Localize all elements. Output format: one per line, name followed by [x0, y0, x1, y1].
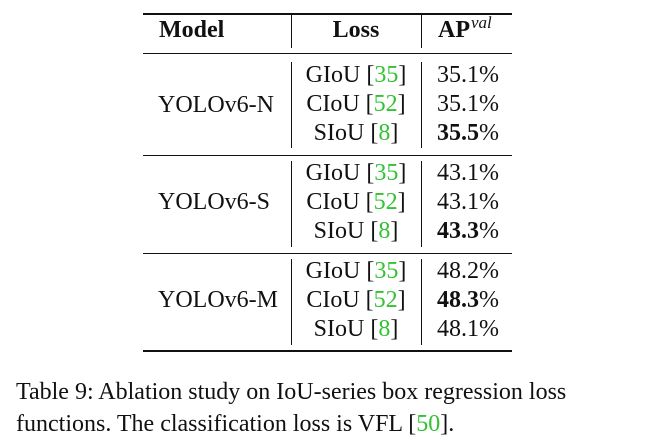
loss-name: CIoU: [306, 189, 360, 215]
caption-line-2: functions. The classification loss is VF…: [16, 411, 455, 437]
ap-percent: %: [479, 287, 499, 313]
header-loss: Loss: [332, 17, 380, 43]
loss-cell: GIoU [35]: [305, 160, 407, 186]
ap-value: 35.1: [437, 91, 479, 117]
loss-cell: SIoU [8]: [313, 120, 399, 146]
ap-cell: 35.1%: [437, 61, 499, 89]
ap-cell: 48.1%: [437, 315, 499, 343]
header-ap: APval: [438, 13, 492, 46]
caption-period: .: [448, 411, 455, 437]
loss-cell: CIoU [52]: [306, 189, 406, 215]
ap-percent: %: [479, 120, 499, 146]
ap-cell: 35.1%: [437, 90, 499, 118]
citation-link[interactable]: 8: [378, 120, 391, 146]
ap-percent: %: [479, 258, 499, 284]
loss-name: CIoU: [306, 287, 360, 313]
loss-cell: CIoU [52]: [306, 91, 406, 117]
ap-value-best: 48.3: [437, 287, 479, 313]
loss-cell: GIoU [35]: [305, 62, 407, 88]
header-column-divider: [291, 15, 292, 48]
ap-cell-best: 43.3%: [437, 217, 499, 245]
model-name: YOLOv6-M: [158, 287, 278, 313]
ap-cell: 48.2%: [437, 257, 499, 285]
loss-cell: SIoU [8]: [313, 218, 399, 244]
ap-value: 48.1: [437, 316, 479, 342]
loss-name: GIoU: [305, 62, 361, 88]
table-bottom-rule: [143, 350, 512, 352]
citation-link[interactable]: 52: [373, 189, 398, 215]
caption-line-1: Table 9: Ablation study on IoU-series bo…: [16, 379, 567, 405]
column-divider: [291, 161, 292, 247]
table-top-rule: [143, 13, 512, 15]
citation-link[interactable]: 35: [374, 160, 399, 186]
ap-percent: %: [479, 316, 499, 342]
ap-value-best: 35.5: [437, 120, 479, 146]
loss-name: SIoU: [313, 218, 365, 244]
loss-name: SIoU: [313, 316, 365, 342]
ap-percent: %: [479, 91, 499, 117]
citation-link[interactable]: 35: [374, 258, 399, 284]
header-column-divider: [421, 15, 422, 48]
group-divider-rule: [143, 253, 512, 254]
table-caption: Table 9: Ablation study on IoU-series bo…: [16, 376, 566, 440]
header-model: Model: [159, 17, 225, 43]
column-divider: [421, 161, 422, 247]
ap-value-best: 43.3: [437, 218, 479, 244]
loss-name: CIoU: [306, 91, 360, 117]
loss-cell: CIoU [52]: [306, 287, 406, 313]
citation-link[interactable]: 50: [416, 411, 441, 437]
model-name: YOLOv6-N: [158, 92, 274, 118]
column-divider: [291, 259, 292, 345]
loss-name: GIoU: [305, 258, 361, 284]
column-divider: [421, 259, 422, 345]
ap-value: 35.1: [437, 62, 479, 88]
ap-cell-best: 48.3%: [437, 286, 499, 314]
loss-name: SIoU: [313, 120, 365, 146]
ap-percent: %: [479, 160, 499, 186]
citation-link[interactable]: 35: [374, 62, 399, 88]
header-ap-superscript: val: [471, 13, 492, 32]
column-divider: [421, 62, 422, 148]
column-divider: [291, 62, 292, 148]
ap-value: 43.1: [437, 160, 479, 186]
header-bottom-rule: [143, 53, 512, 54]
ap-percent: %: [479, 189, 499, 215]
ap-cell: 43.1%: [437, 188, 499, 216]
ap-percent: %: [479, 62, 499, 88]
loss-cell: GIoU [35]: [305, 258, 407, 284]
ap-percent: %: [479, 218, 499, 244]
ap-cell-best: 35.5%: [437, 119, 499, 147]
group-divider-rule: [143, 155, 512, 156]
ap-value: 43.1: [437, 189, 479, 215]
header-ap-main: AP: [438, 17, 470, 43]
citation-link[interactable]: 8: [378, 316, 391, 342]
loss-name: GIoU: [305, 160, 361, 186]
model-name: YOLOv6-S: [158, 189, 270, 215]
caption-text: functions. The classification loss is VF…: [16, 411, 409, 437]
ap-cell: 43.1%: [437, 159, 499, 187]
loss-cell: SIoU [8]: [313, 316, 399, 342]
citation-link[interactable]: 52: [373, 287, 398, 313]
citation-link[interactable]: 8: [378, 218, 391, 244]
citation-link[interactable]: 52: [373, 91, 398, 117]
ap-value: 48.2: [437, 258, 479, 284]
